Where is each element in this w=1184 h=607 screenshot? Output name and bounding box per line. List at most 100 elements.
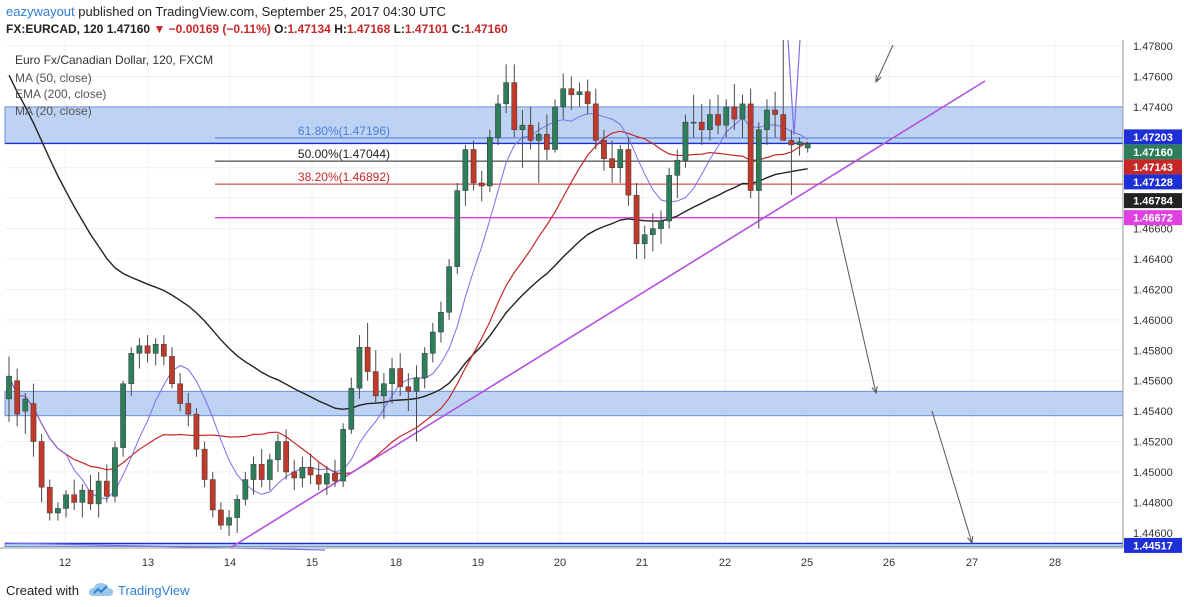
created-with-label: Created with <box>6 583 79 598</box>
candle-body <box>470 149 477 184</box>
high-label: H: <box>334 22 347 36</box>
quote-line: FX:EURCAD, 120 1.47160 ▼ −0.00169 (−0.11… <box>6 22 508 36</box>
candle-body <box>381 383 387 397</box>
candle-body <box>495 103 501 138</box>
spike-line <box>787 40 801 136</box>
arrow-head <box>967 535 974 545</box>
y-tick-label: 1.45400 <box>1133 406 1173 418</box>
candle-body <box>462 149 469 191</box>
tradingview-brand-link[interactable]: TradingView <box>118 583 190 598</box>
candle-body <box>389 368 395 384</box>
candle-body <box>128 353 135 384</box>
candle-body <box>120 383 126 448</box>
candle-body <box>625 149 632 196</box>
candle-body <box>650 228 656 235</box>
candle-body <box>788 140 795 146</box>
candle-body <box>14 380 20 415</box>
ascending-trendline <box>229 80 986 549</box>
y-tick-label: 1.45600 <box>1133 376 1173 388</box>
candle-body <box>283 441 289 473</box>
candle-body <box>307 467 314 476</box>
x-tick-label: 20 <box>554 557 566 569</box>
candle-body <box>576 91 583 96</box>
arrow-head <box>875 74 882 84</box>
candle-body <box>438 312 444 333</box>
low-label: L: <box>393 22 405 36</box>
candle-body <box>641 234 648 245</box>
x-tick-label: 27 <box>966 557 978 569</box>
price-badges: 1.47203 1.47160 1.47143 1.47128 1.46784 1.466… <box>1124 129 1182 553</box>
down-arrow-icon: ▼ <box>153 22 166 36</box>
price-badge <box>1124 144 1182 160</box>
candle-body <box>764 109 770 130</box>
candle-body <box>405 386 412 392</box>
candle-body <box>666 175 672 222</box>
candle-body <box>478 182 485 187</box>
y-tick-label: 1.45800 <box>1133 345 1173 357</box>
y-tick-label: 1.47400 <box>1133 102 1173 114</box>
x-tick-label: 18 <box>390 557 402 569</box>
candle-body <box>584 91 591 105</box>
footer: Created with TradingView <box>0 575 1184 607</box>
candle-body <box>112 447 118 497</box>
candle-body <box>169 356 175 384</box>
price-badge-label: 1.47203 <box>1133 132 1173 144</box>
candle-body <box>527 124 534 141</box>
candle-body <box>364 346 371 372</box>
price-badge <box>1124 537 1182 553</box>
legend-ma50: MA (50, close) <box>15 71 92 85</box>
candle-body <box>658 220 664 229</box>
candle-body <box>535 134 542 141</box>
candle-body <box>63 494 69 509</box>
close-value: 1.47160 <box>464 22 508 36</box>
candle-body <box>446 266 452 313</box>
candle-body <box>698 121 705 130</box>
candle-body <box>633 194 640 245</box>
price-badge-label: 1.47160 <box>1133 147 1173 159</box>
y-tick-label: 1.46400 <box>1133 254 1173 266</box>
price-badge <box>1124 129 1182 145</box>
author-link[interactable]: eazywayout <box>6 4 75 19</box>
price-change: −0.00169 (−0.11%) <box>168 22 271 36</box>
fibonacci-labels: 61.80%(1.47196) 50.00%(1.47044) 38.20%(1.4… <box>298 124 390 184</box>
candle-body <box>291 471 298 479</box>
legend-title: Euro Fx/Canadian Dollar, 120, FXCM <box>15 53 213 67</box>
candle-body <box>715 114 721 126</box>
candle-body <box>193 413 200 450</box>
trend-lines <box>4 40 986 551</box>
candle-body <box>177 383 184 404</box>
candle-body <box>707 114 713 130</box>
y-tick-label: 1.45000 <box>1133 467 1173 479</box>
candle-body <box>503 82 509 105</box>
candle-body <box>747 103 754 191</box>
x-tick-label: 25 <box>801 557 813 569</box>
y-tick-label: 1.45200 <box>1133 437 1173 449</box>
projection-arrow <box>931 410 973 544</box>
legend: Euro Fx/Canadian Dollar, 120, FXCM MA (5… <box>15 53 213 118</box>
candle-body <box>250 464 257 480</box>
candle-body <box>723 106 730 126</box>
candle-body <box>739 103 746 120</box>
candle-body <box>266 459 273 480</box>
legend-ma20: MA (20, close) <box>15 104 92 118</box>
candle-body <box>315 474 322 485</box>
candle-body <box>38 441 45 488</box>
price-chart[interactable]: 61.80%(1.47196) 50.00%(1.47044) 38.20%(1.4… <box>0 40 1184 575</box>
price-badge-label: 1.46784 <box>1133 196 1174 208</box>
candle-body <box>258 464 265 480</box>
candle-body <box>242 479 249 500</box>
price-badge <box>1124 210 1182 226</box>
candle-body <box>601 140 607 159</box>
publish-text: published on TradingView.com, September … <box>78 4 446 19</box>
x-tick-label: 22 <box>719 557 731 569</box>
candle-body <box>519 124 526 130</box>
candles <box>6 40 811 536</box>
last-price: 1.47160 <box>106 22 151 36</box>
candle-body <box>421 353 428 378</box>
candle-body <box>755 129 762 191</box>
candle-body <box>552 106 558 150</box>
price-badge <box>1124 174 1182 190</box>
price-badge <box>1124 193 1182 209</box>
candle-body <box>218 509 224 526</box>
open-value: 1.47134 <box>287 22 331 36</box>
